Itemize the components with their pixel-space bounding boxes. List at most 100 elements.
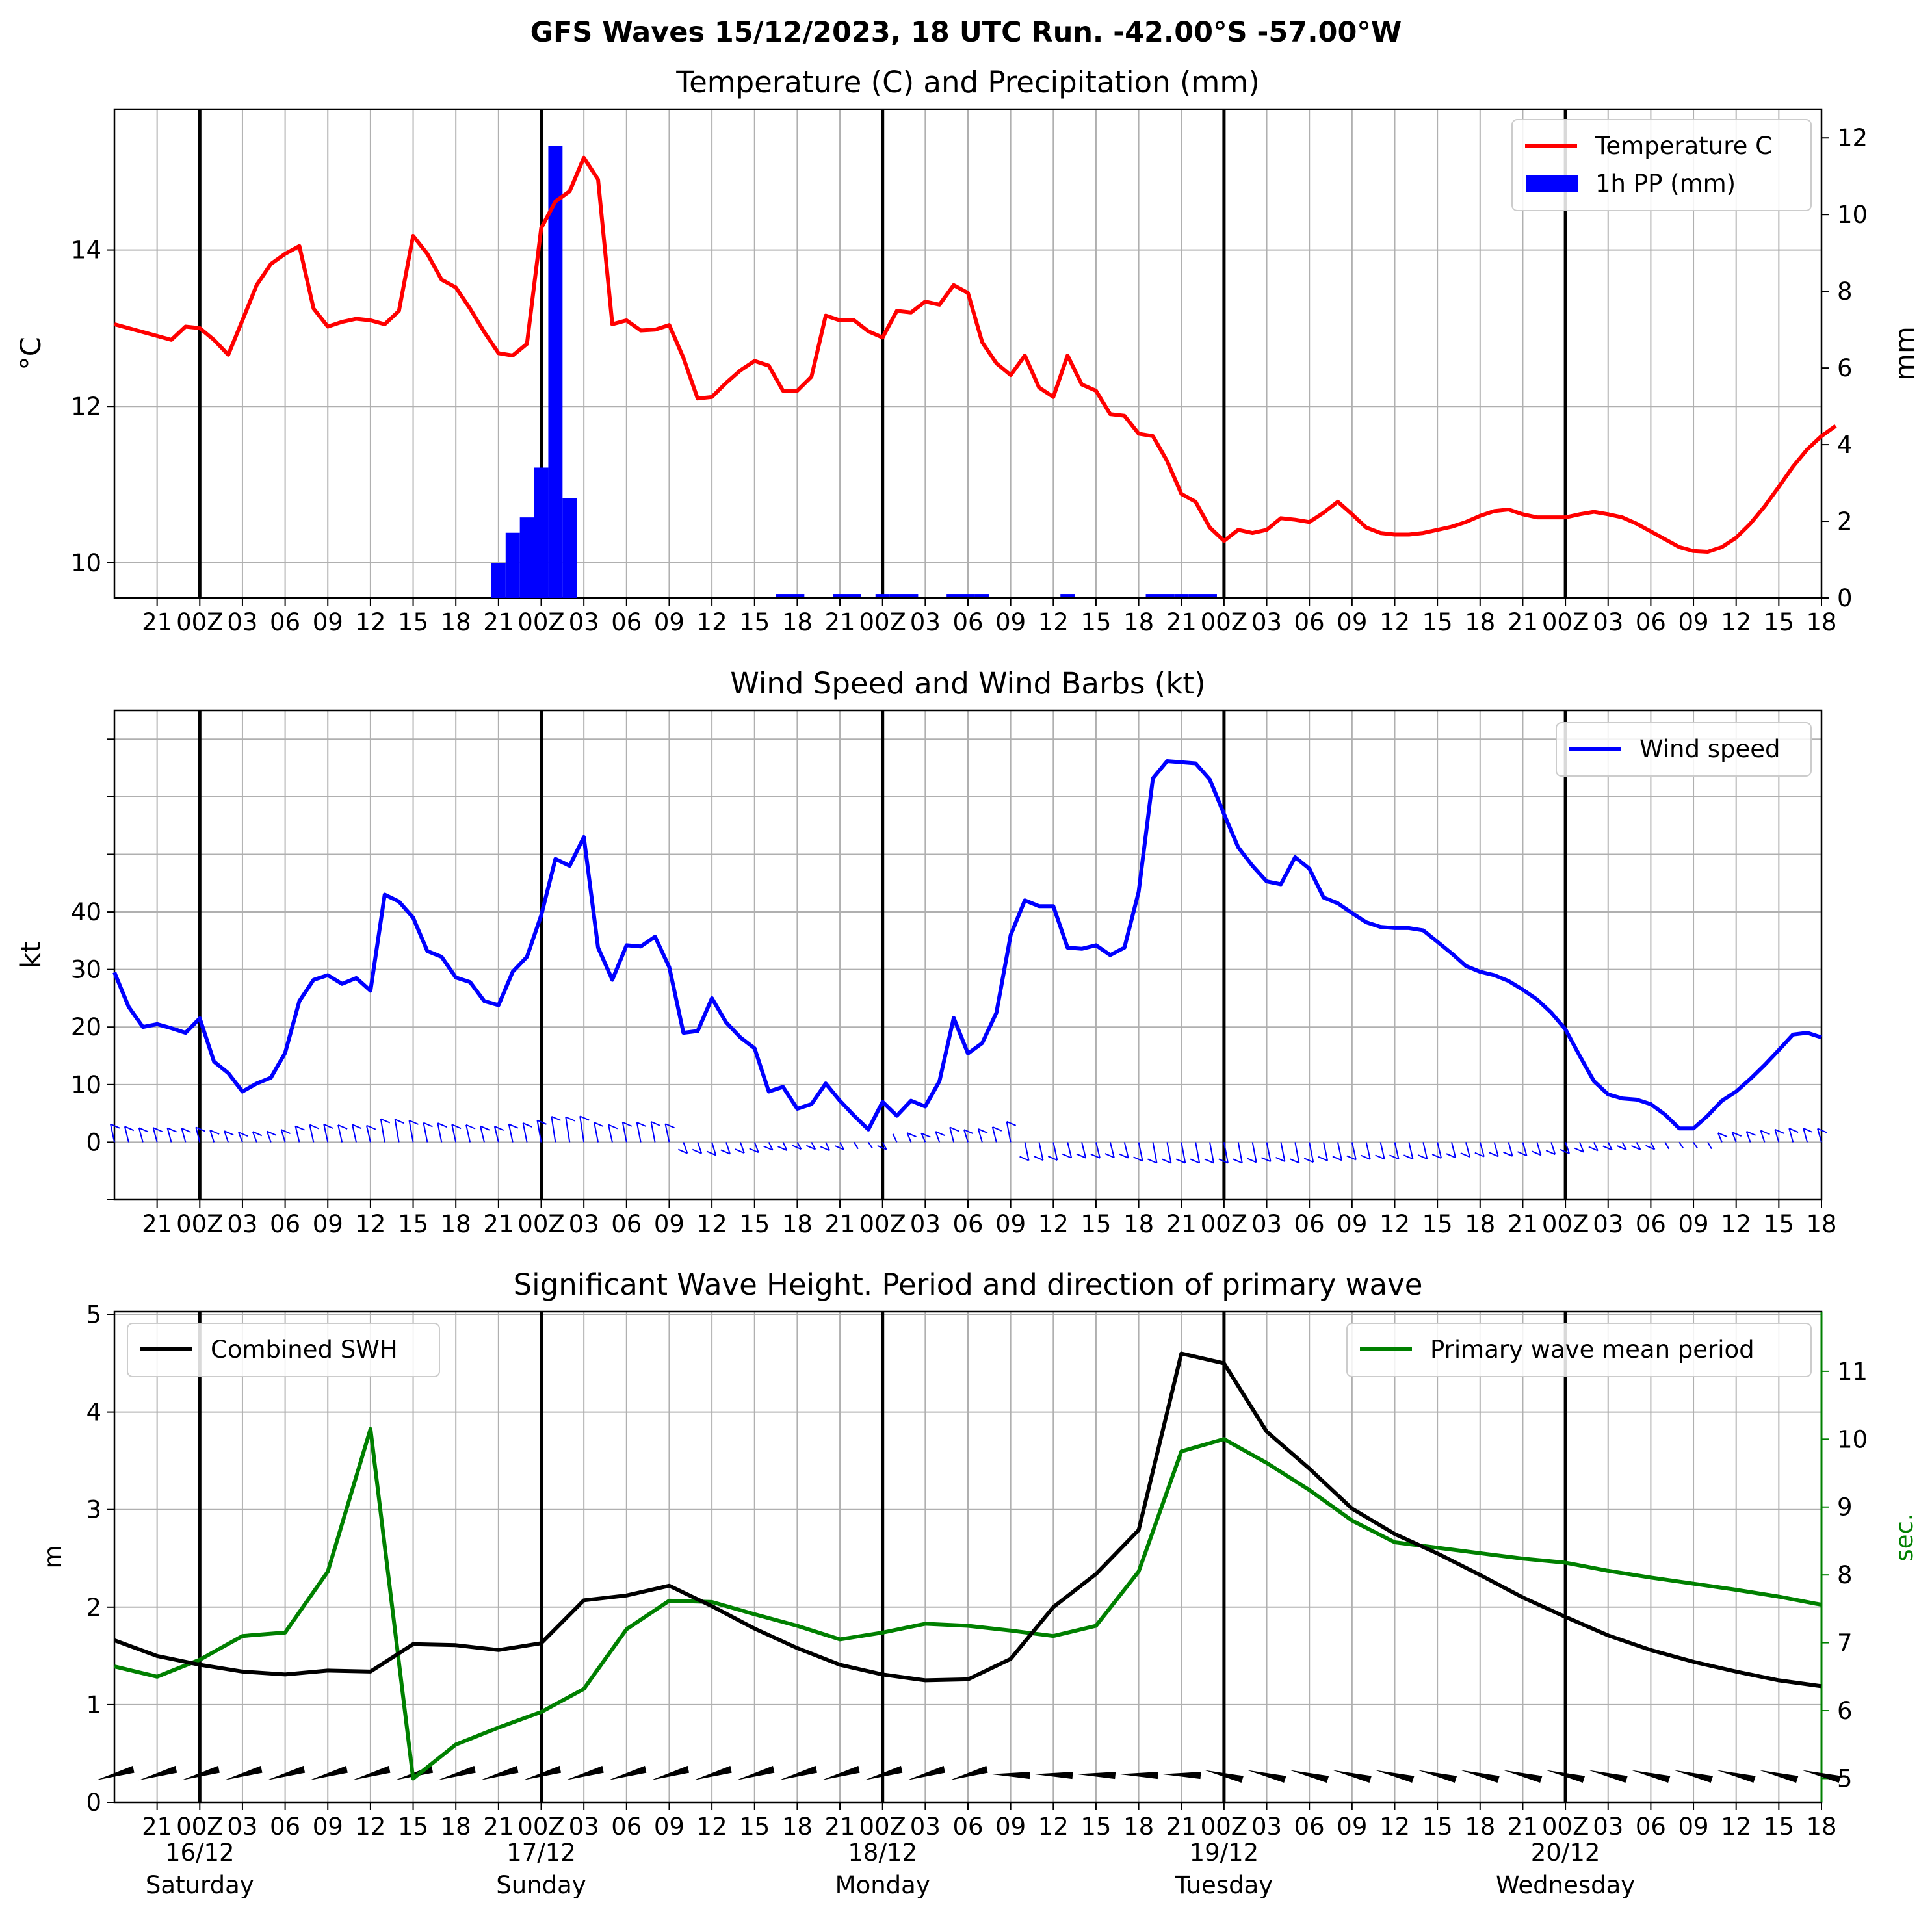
y-tick-label: 4 xyxy=(86,1399,101,1427)
wave-direction-arrow xyxy=(96,1765,135,1781)
wind-barb xyxy=(1006,1121,1012,1143)
wind-barb-flag xyxy=(337,1124,348,1130)
wind-barb xyxy=(437,1122,443,1143)
x-tick-label: 00Z xyxy=(1201,608,1247,636)
wind-barb xyxy=(1664,1141,1670,1150)
wind-barb xyxy=(1803,1128,1808,1143)
wave-direction-arrow xyxy=(736,1765,775,1781)
x-tick-label: 21 xyxy=(1166,1210,1197,1238)
wind-barb xyxy=(1579,1142,1584,1152)
x-tick-label: 18 xyxy=(1806,1210,1836,1238)
wind-barb-flag xyxy=(992,1126,1002,1132)
wind-barb xyxy=(565,1117,571,1143)
wind-barb-flag xyxy=(267,1130,277,1136)
y-tick-label: 3 xyxy=(86,1496,101,1524)
x-tick-label: 09 xyxy=(995,608,1026,636)
wind-barb xyxy=(1408,1142,1414,1159)
precip-bar xyxy=(505,532,520,598)
precip-bar xyxy=(548,146,563,598)
wind-barb xyxy=(1678,1141,1684,1149)
wind-barb xyxy=(1788,1128,1794,1143)
swh-line xyxy=(113,1351,1822,1689)
x-tick-label: 09 xyxy=(1678,1813,1709,1841)
legend-label: Primary wave mean period xyxy=(1430,1336,1755,1364)
legend-box xyxy=(1511,119,1812,211)
x-tick-label: 15 xyxy=(739,1210,770,1238)
wind-barb xyxy=(423,1122,428,1143)
wind-barb-flag xyxy=(1175,1158,1186,1164)
legend-label: Wind speed xyxy=(1639,735,1781,763)
wind-barb-flag xyxy=(735,1148,745,1154)
wind-barb xyxy=(839,1141,844,1150)
wind-barb-flag xyxy=(395,1119,405,1124)
wind-barb-flag xyxy=(1503,1151,1513,1157)
x-tick-label: 12 xyxy=(1038,608,1069,636)
x-tick-label: 15 xyxy=(398,1813,428,1841)
x-tick-label: 00Z xyxy=(1542,1813,1589,1841)
wave-direction-arrow xyxy=(181,1765,220,1781)
wind-barb xyxy=(309,1124,315,1143)
wave-direction-arrow xyxy=(821,1765,860,1781)
x-tick-label: 15 xyxy=(1080,1210,1111,1238)
y2-axis-label: sec. xyxy=(1890,1513,1918,1561)
x-tick-label: 15 xyxy=(398,1210,428,1238)
x-tick-label: 18 xyxy=(782,1813,813,1841)
wind-barb xyxy=(768,1141,774,1151)
wind-barb-flag xyxy=(1760,1130,1770,1135)
wind-barb-flag xyxy=(622,1121,633,1127)
temperature-precipitation-panel: 21 00Z 03 06 09 12 15 18 21 00Z 03 06 09 12 15 18 21 00Z 0… xyxy=(15,65,1922,636)
y-tick-label: 10 xyxy=(71,1071,101,1099)
x-tick-label: 15 xyxy=(739,1813,770,1841)
wind-barb-flag xyxy=(579,1115,590,1121)
wave-direction-arrow xyxy=(991,1772,1031,1780)
wave-direction-arrow xyxy=(864,1765,903,1781)
wind-barb xyxy=(1817,1128,1822,1143)
day-date-label: 19/12 xyxy=(1190,1839,1259,1867)
wind-barb-flag xyxy=(1034,1156,1043,1161)
x-tick-label: 00Z xyxy=(176,1210,223,1238)
x-tick-label: 21 xyxy=(825,608,855,636)
x-tick-label: 09 xyxy=(313,608,343,636)
wind-barb xyxy=(209,1130,215,1143)
precip-trace-bar xyxy=(1188,594,1203,597)
wind-barb xyxy=(1717,1132,1723,1143)
wind-barb-flag xyxy=(1545,1150,1556,1156)
wave-direction-arrow xyxy=(1375,1770,1415,1783)
wind-barb xyxy=(1437,1142,1442,1159)
x-tick-label: 09 xyxy=(313,1813,343,1841)
wave-direction-arrow xyxy=(1119,1772,1158,1780)
wind-barb xyxy=(1166,1142,1172,1163)
wind-barb-flag xyxy=(1247,1158,1257,1163)
wind-barb-flag xyxy=(1460,1152,1470,1158)
wind-barb xyxy=(166,1128,172,1143)
x-tick-label: 21 xyxy=(1166,608,1197,636)
wave-direction-arrow xyxy=(1460,1770,1500,1783)
x-tick-label: 15 xyxy=(1080,608,1111,636)
wave-direction-arrow xyxy=(267,1765,306,1781)
figure-suptitle: GFS Waves 15/12/2023, 18 UTC Run. -42.00… xyxy=(530,16,1402,49)
wind-barb xyxy=(1123,1142,1129,1158)
wind-barb xyxy=(1081,1142,1087,1158)
wind-barb-flag xyxy=(677,1148,688,1154)
x-tick-label: 09 xyxy=(995,1813,1026,1841)
wind-barb-flag xyxy=(935,1131,945,1136)
x-tick-label: 18 xyxy=(1465,1813,1495,1841)
wind-barb xyxy=(579,1116,585,1143)
wind-barb-flag xyxy=(749,1148,759,1154)
x-tick-label: 06 xyxy=(611,1813,642,1841)
wind-barb-flag xyxy=(238,1132,248,1137)
x-tick-label: 00Z xyxy=(859,1813,906,1841)
x-tick-label: 00Z xyxy=(176,608,223,636)
wind-barb-flag xyxy=(1617,1145,1627,1150)
wind-barb-flag xyxy=(963,1129,974,1135)
wind-barb xyxy=(294,1126,300,1143)
x-tick-label: 15 xyxy=(739,608,770,636)
y2-tick-label: 10 xyxy=(1837,1425,1868,1453)
wave-direction-arrow xyxy=(523,1765,562,1781)
wind-barb xyxy=(380,1119,385,1143)
wind-barb-flag xyxy=(1474,1152,1485,1158)
x-tick-label: 00Z xyxy=(517,1813,564,1841)
y-tick-label: 20 xyxy=(71,1013,101,1041)
x-tick-label: 00Z xyxy=(517,608,564,636)
wind-barb-flag xyxy=(692,1148,702,1154)
